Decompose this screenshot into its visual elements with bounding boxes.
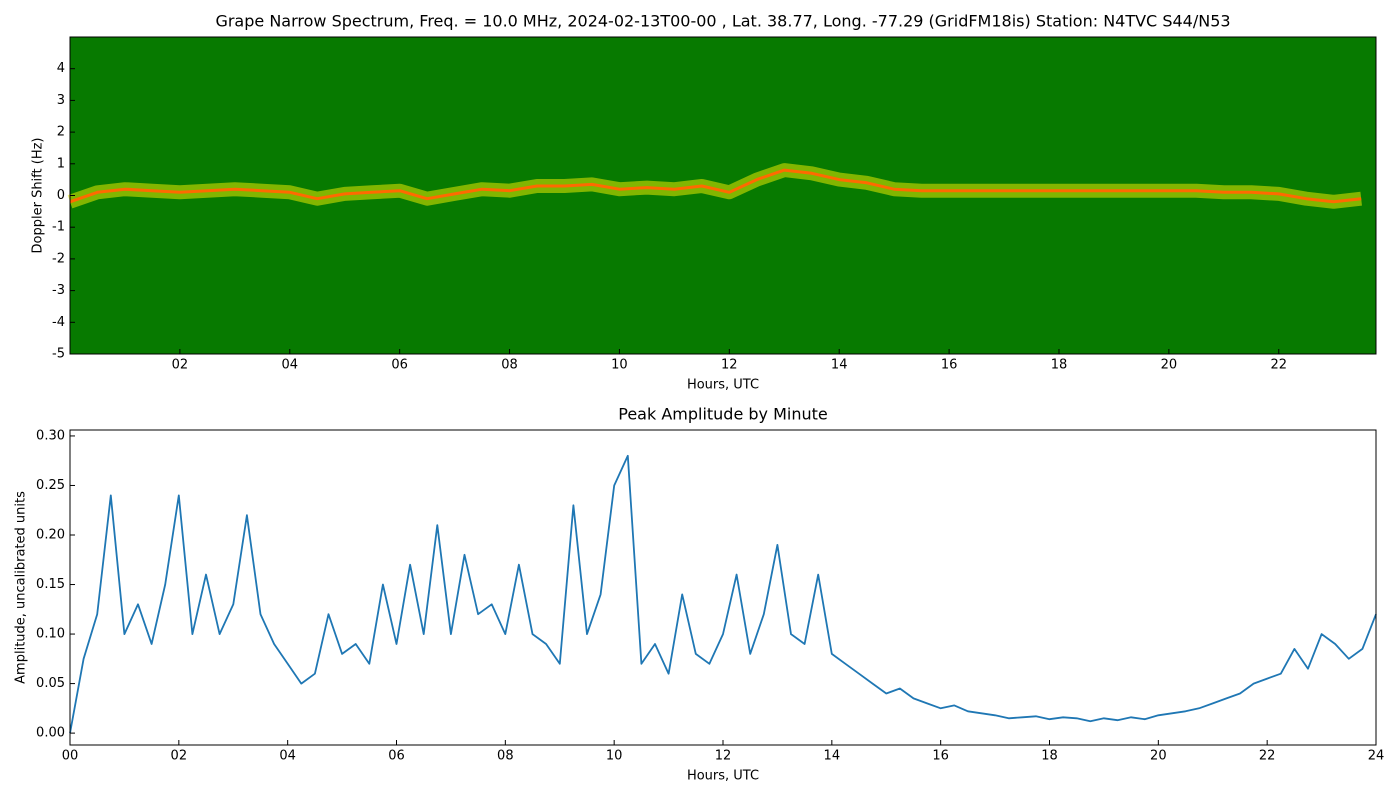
y-tick-label: -2 [52,251,65,266]
y-tick-label: 3 [57,93,65,108]
y-tick-label: 0 [57,188,65,203]
x-tick-label: 06 [391,358,408,373]
x-tick-label: 00 [62,749,79,764]
y-tick-label: -5 [52,347,65,362]
y-tick-label: -3 [52,283,65,298]
y-tick-label: 1 [57,156,65,171]
x-tick-label: 06 [388,749,405,764]
y-tick-label: 0.05 [36,676,65,691]
x-axis-label: Hours, UTC [687,769,759,784]
y-tick-label: -4 [52,315,65,330]
x-tick-label: 10 [606,749,623,764]
x-tick-label: 14 [824,749,841,764]
y-tick-label: 4 [57,61,65,76]
y-tick-label: 0.20 [36,528,65,543]
x-tick-label: 22 [1259,749,1276,764]
x-tick-label: 12 [715,749,732,764]
x-tick-label: 08 [497,749,514,764]
chart-title: Grape Narrow Spectrum, Freq. = 10.0 MHz,… [215,12,1230,31]
x-tick-label: 04 [279,749,296,764]
signal-core [69,168,1362,204]
y-tick-label: 0.10 [36,627,65,642]
x-tick-label: 16 [941,358,958,373]
amplitude-line [69,454,1377,734]
x-tick-label: 08 [501,358,518,373]
x-tick-label: 24 [1368,749,1385,764]
x-tick-label: 12 [721,358,738,373]
x-tick-label: 22 [1270,358,1287,373]
axes-frame [69,429,1377,746]
x-tick-label: 20 [1150,749,1167,764]
y-tick-label: 0.25 [36,478,65,493]
y-tick-label: 0.30 [36,428,65,443]
y-tick-label: -1 [52,220,65,235]
y-tick-label: 2 [57,125,65,140]
x-tick-label: 18 [1041,749,1058,764]
x-tick-label: 20 [1161,358,1178,373]
y-tick-label: 0.15 [36,577,65,592]
x-tick-label: 02 [172,358,189,373]
y-axis-label: Amplitude, uncalibrated units [14,491,29,684]
x-tick-label: 14 [831,358,848,373]
x-tick-label: 18 [1051,358,1068,373]
x-tick-label: 02 [171,749,188,764]
y-tick-label: 0.00 [36,726,65,741]
x-axis-label: Hours, UTC [687,378,759,393]
y-axis-label: Doppler Shift (Hz) [31,138,46,254]
x-tick-label: 16 [932,749,949,764]
chart-title: Peak Amplitude by Minute [618,405,828,424]
x-tick-label: 10 [611,358,628,373]
x-tick-label: 04 [281,358,298,373]
